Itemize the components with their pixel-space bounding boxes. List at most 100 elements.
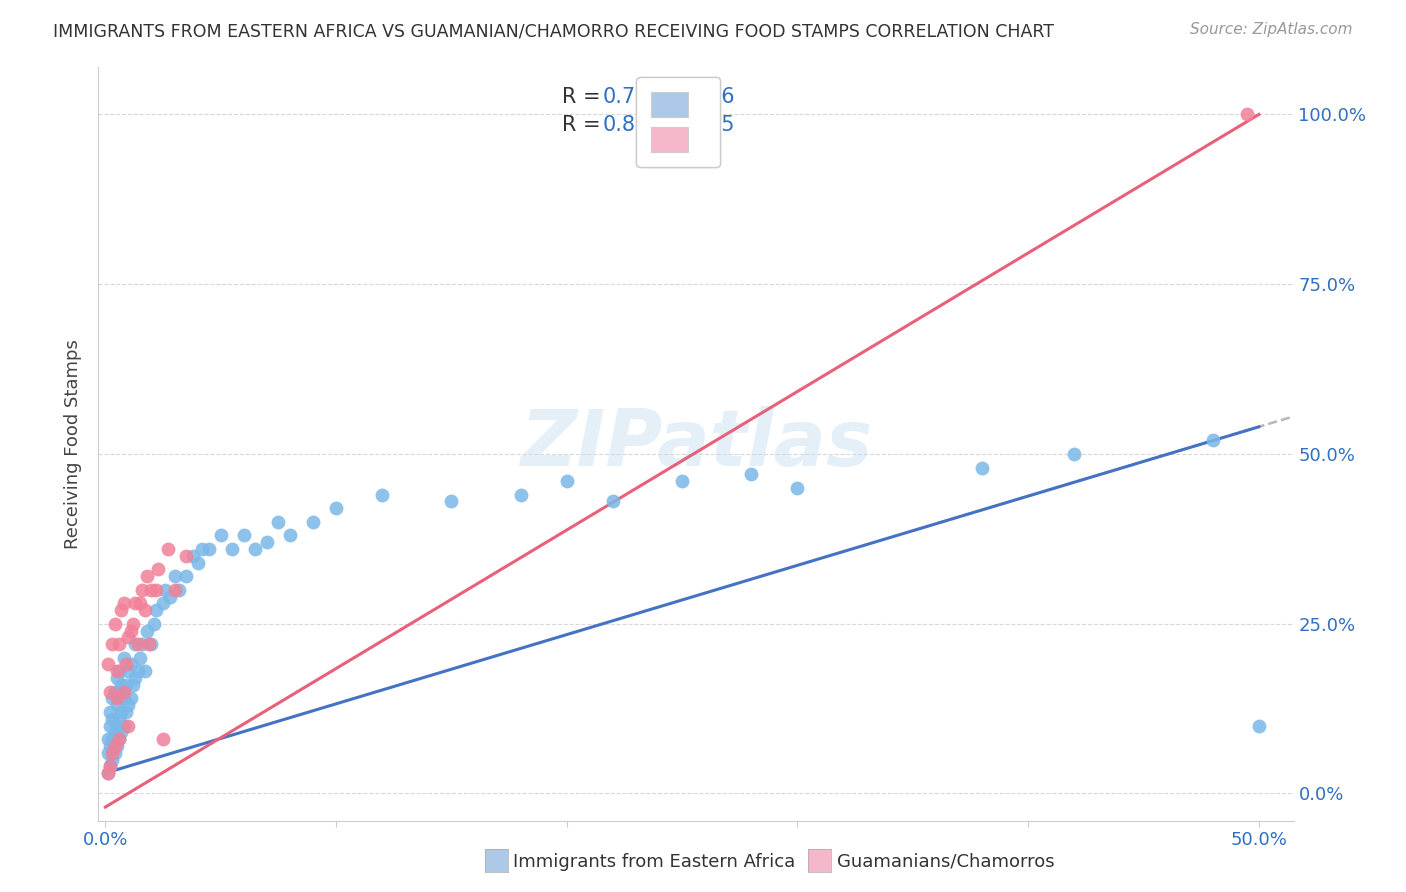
Point (187, 556, 209, 570)
Text: ZIPatlas: ZIPatlas (520, 406, 872, 482)
Point (371, 488, 394, 502)
Point (122, 616, 145, 631)
Point (198, 541, 221, 556)
Point (152, 732, 174, 747)
Point (110, 603, 132, 617)
Point (129, 650, 152, 665)
Point (325, 501, 347, 516)
Point (152, 596, 174, 610)
Point (105, 665, 128, 679)
Point (101, 691, 124, 706)
Point (120, 624, 142, 638)
Point (103, 739, 125, 753)
Point (145, 582, 167, 597)
Point (509, 488, 531, 502)
Text: Guamanians/Chamorros: Guamanians/Chamorros (837, 853, 1054, 871)
Point (117, 630, 139, 644)
Point (148, 562, 170, 576)
Point (786, 481, 808, 495)
Point (98, 718, 121, 732)
Point (103, 746, 125, 760)
Text: 35: 35 (709, 115, 734, 135)
Point (101, 732, 124, 747)
Point (970, 460, 993, 475)
Point (163, 582, 186, 597)
Point (1063, 447, 1085, 461)
Point (174, 569, 197, 583)
Point (191, 541, 214, 556)
Point (131, 582, 153, 597)
Point (181, 549, 204, 563)
Text: R =: R = (562, 87, 607, 107)
Point (108, 732, 131, 747)
Point (112, 596, 135, 610)
Point (163, 569, 186, 583)
Point (267, 515, 290, 529)
Point (108, 712, 131, 726)
Point (117, 698, 139, 713)
Point (112, 691, 135, 706)
Point (120, 657, 142, 672)
Point (245, 541, 267, 556)
Point (131, 637, 153, 651)
Point (555, 474, 578, 488)
Point (110, 678, 132, 692)
Point (602, 494, 624, 508)
Point (103, 725, 125, 739)
Point (115, 657, 138, 672)
Point (1247, 718, 1270, 732)
Point (103, 684, 125, 698)
Point (98, 705, 121, 719)
Point (156, 541, 179, 556)
Point (112, 718, 135, 732)
Point (97, 766, 120, 780)
Text: 0.718: 0.718 (603, 87, 662, 107)
Point (105, 691, 128, 706)
Point (1202, 434, 1225, 448)
Point (101, 752, 124, 766)
Point (97, 657, 120, 672)
Point (124, 637, 146, 651)
Point (115, 705, 138, 719)
Point (103, 616, 125, 631)
Text: Source: ZipAtlas.com: Source: ZipAtlas.com (1189, 22, 1353, 37)
Point (127, 665, 149, 679)
Point (112, 650, 135, 665)
Point (117, 718, 139, 732)
Point (174, 549, 197, 563)
Legend: , : , (637, 78, 720, 167)
Point (167, 582, 190, 597)
Point (141, 582, 163, 597)
Y-axis label: Receiving Food Stamps: Receiving Food Stamps (65, 339, 83, 549)
Point (101, 712, 124, 726)
Point (97, 732, 120, 747)
Text: N =: N = (661, 115, 720, 135)
Point (129, 596, 152, 610)
Point (278, 528, 301, 542)
Point (141, 637, 163, 651)
Point (302, 515, 325, 529)
Point (105, 718, 128, 732)
Point (122, 678, 145, 692)
Point (209, 528, 232, 542)
Text: IMMIGRANTS FROM EASTERN AFRICA VS GUAMANIAN/CHAMORRO RECEIVING FOOD STAMPS CORRE: IMMIGRANTS FROM EASTERN AFRICA VS GUAMAN… (53, 22, 1054, 40)
Point (108, 684, 131, 698)
Point (142, 616, 165, 631)
Point (108, 665, 131, 679)
Text: 0.840: 0.840 (603, 115, 662, 135)
Point (97, 766, 120, 780)
Point (124, 671, 146, 685)
Point (159, 590, 181, 604)
Point (108, 732, 131, 747)
Point (134, 665, 156, 679)
Point (105, 671, 128, 685)
Point (101, 637, 124, 651)
Point (155, 582, 177, 597)
Point (98, 684, 121, 698)
Point (135, 569, 157, 583)
Point (105, 698, 128, 713)
Point (740, 467, 762, 482)
Point (101, 746, 124, 760)
Point (221, 541, 243, 556)
Text: N =: N = (661, 87, 720, 107)
